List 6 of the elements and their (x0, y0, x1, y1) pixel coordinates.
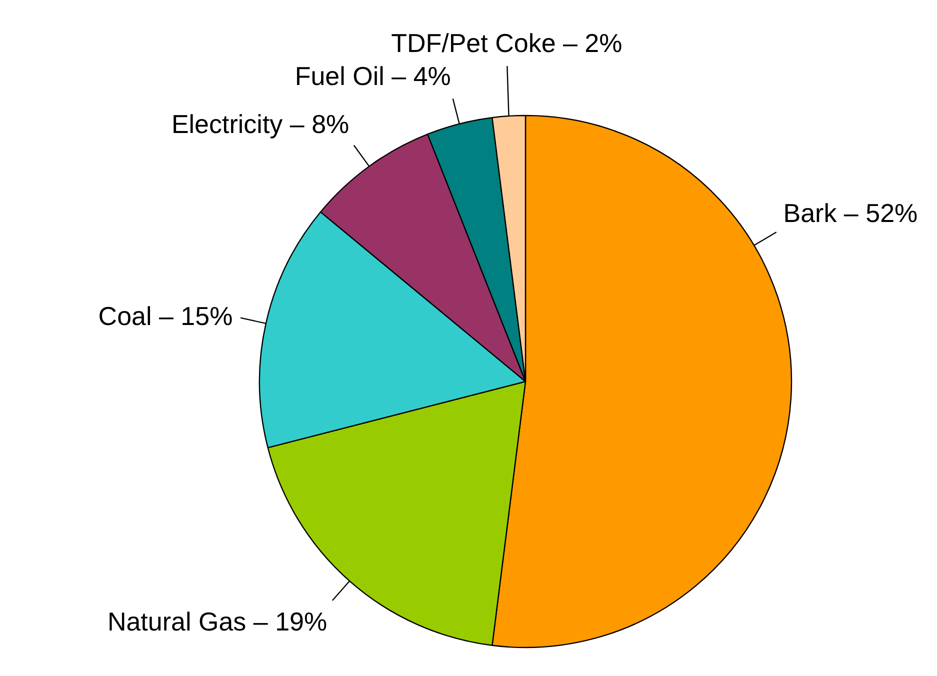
slice-label: Electricity – 8% (171, 108, 350, 139)
slice-label: Fuel Oil – 4% (294, 60, 451, 91)
slice-label: Coal – 15% (98, 301, 233, 332)
slice-label: Bark – 52% (783, 198, 918, 228)
slice-label: TDF/Pet Coke – 2% (391, 28, 622, 58)
slice-label: Natural Gas – 19% (107, 606, 328, 637)
